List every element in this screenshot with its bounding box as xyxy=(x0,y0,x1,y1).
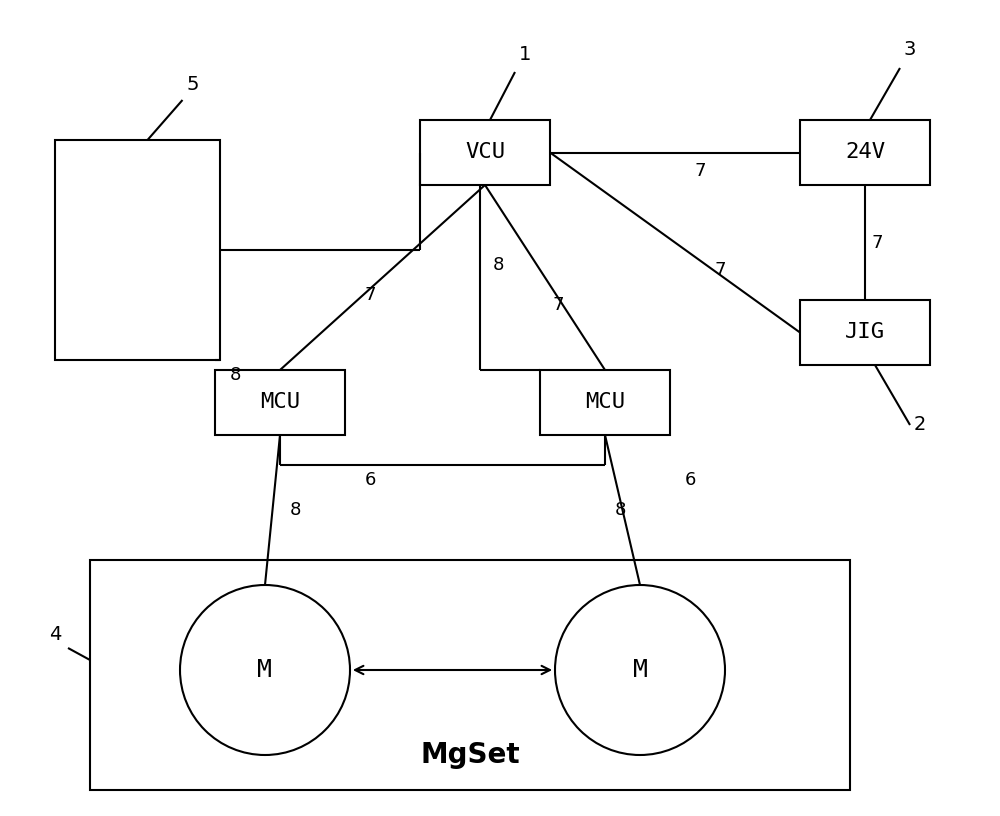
Bar xyxy=(215,370,345,435)
Text: 3: 3 xyxy=(904,40,916,59)
Text: JIG: JIG xyxy=(845,322,885,343)
Text: 8: 8 xyxy=(492,256,504,274)
Text: 24V: 24V xyxy=(845,143,885,162)
Text: 6: 6 xyxy=(684,471,696,489)
Text: 2: 2 xyxy=(914,415,926,434)
Text: 7: 7 xyxy=(694,162,706,180)
Text: 8: 8 xyxy=(229,366,241,384)
Circle shape xyxy=(180,585,350,755)
Text: 7: 7 xyxy=(364,286,376,304)
Bar xyxy=(540,370,670,435)
Bar xyxy=(800,300,930,365)
Bar xyxy=(90,560,850,790)
Text: 5: 5 xyxy=(186,75,199,94)
Text: 7: 7 xyxy=(871,233,883,251)
Bar xyxy=(800,120,930,185)
Text: 8: 8 xyxy=(614,501,626,519)
Circle shape xyxy=(555,585,725,755)
Text: 7: 7 xyxy=(714,261,726,279)
Bar xyxy=(420,120,550,185)
Text: MCU: MCU xyxy=(585,392,625,413)
Text: M: M xyxy=(258,658,272,682)
Text: 6: 6 xyxy=(364,471,376,489)
Bar xyxy=(55,140,220,360)
Text: 8: 8 xyxy=(289,501,301,519)
Text: 7: 7 xyxy=(552,296,564,314)
Text: VCU: VCU xyxy=(465,143,505,162)
Text: MgSet: MgSet xyxy=(420,741,520,769)
Text: 4: 4 xyxy=(49,625,61,644)
Text: MCU: MCU xyxy=(260,392,300,413)
Text: M: M xyxy=(633,658,648,682)
Text: 1: 1 xyxy=(519,45,531,64)
